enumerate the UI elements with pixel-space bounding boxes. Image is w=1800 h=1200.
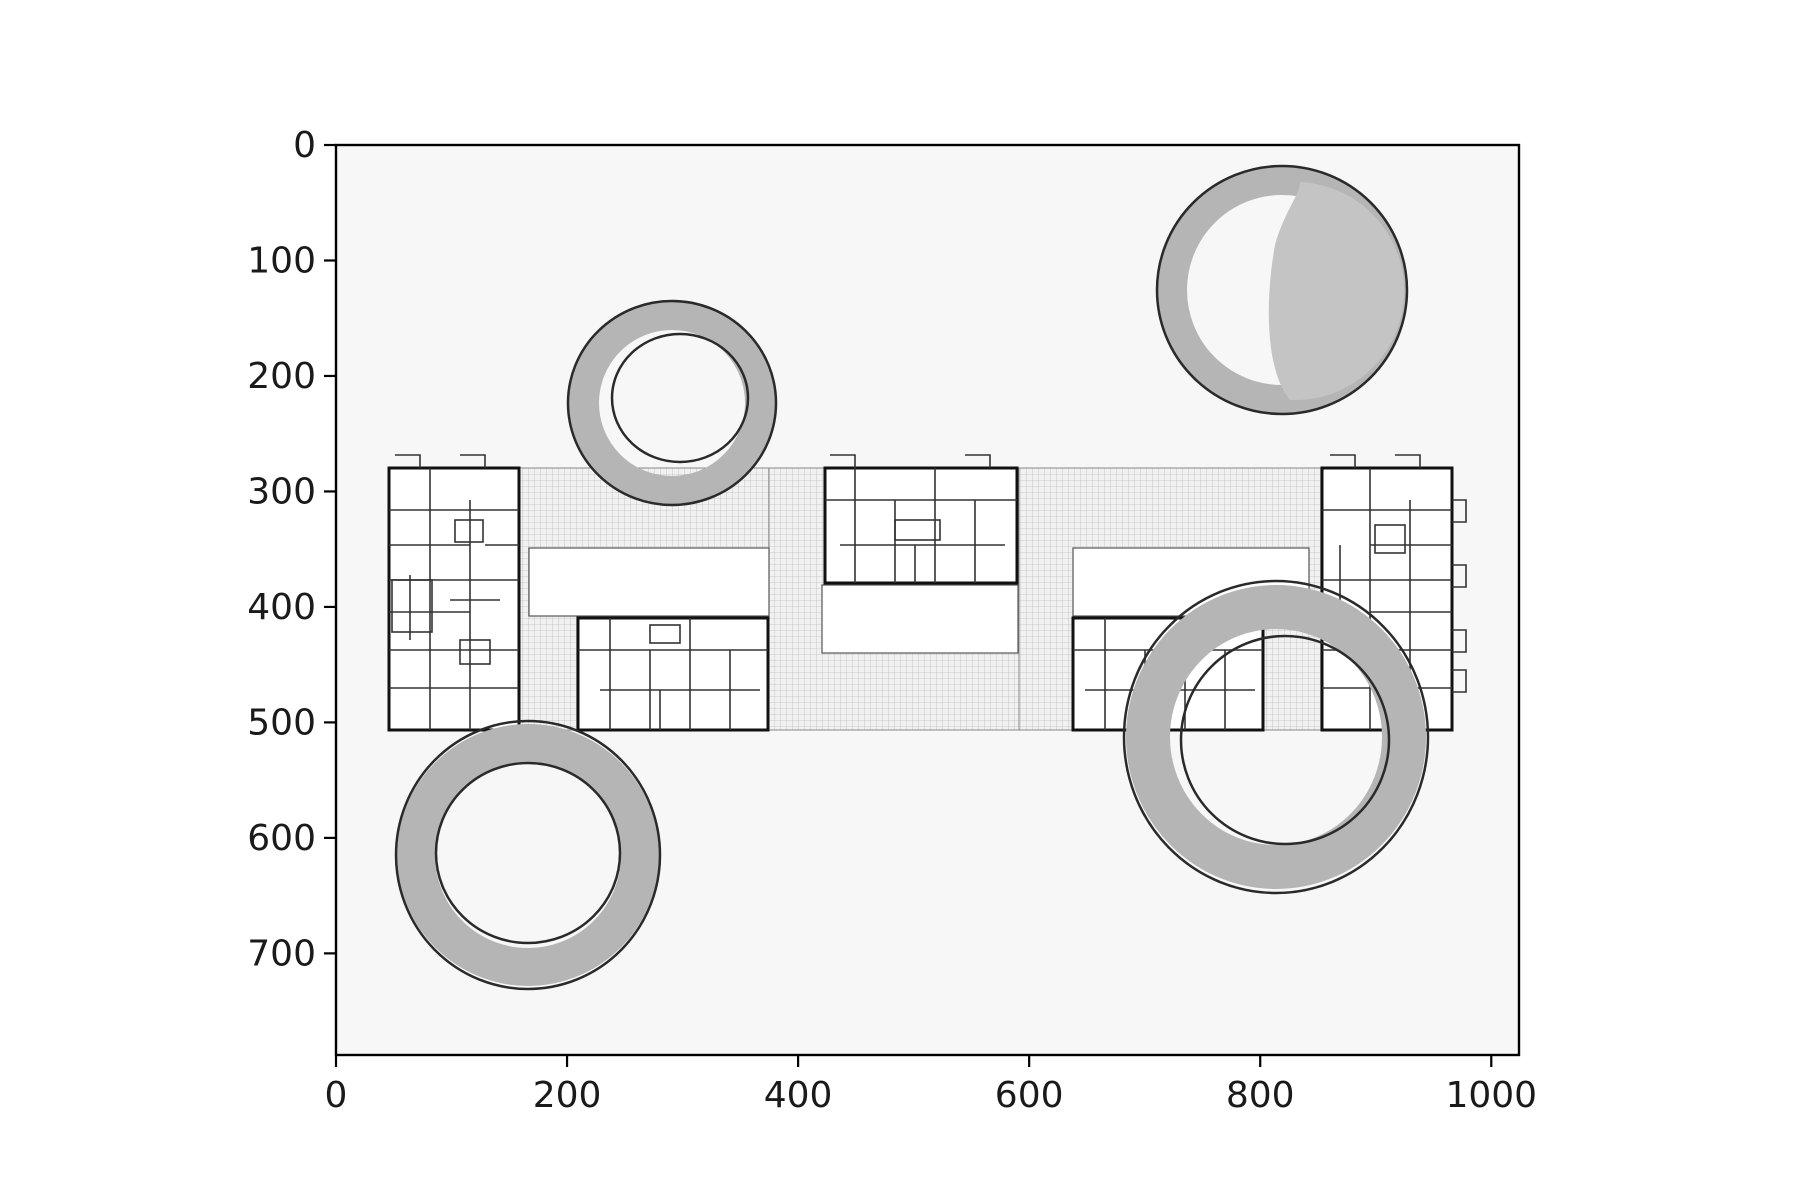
courtyard <box>821 584 1019 654</box>
floor-plan <box>387 454 1467 732</box>
stain-ring-upper-right <box>1155 164 1409 416</box>
y-tick-label: 0 <box>293 125 316 166</box>
coffee-stains <box>394 164 1430 991</box>
wing-left <box>387 466 521 732</box>
axes-frame <box>334 143 1521 1057</box>
y-tick-label: 300 <box>247 471 316 512</box>
y-tick-label: 700 <box>247 933 316 974</box>
y-tick-label: 200 <box>247 356 316 397</box>
y-tick-label: 500 <box>247 702 316 743</box>
y-tick-label: 100 <box>247 240 316 281</box>
stain-ring-upper-left <box>566 299 778 507</box>
block-lower-left <box>576 616 770 732</box>
x-tick-label: 1000 <box>1445 1075 1537 1116</box>
y-tick-label: 600 <box>247 818 316 859</box>
x-tick-label: 600 <box>995 1075 1064 1116</box>
stain-ring-lower-right <box>1122 579 1430 895</box>
block-middle <box>823 466 1019 585</box>
y-tick-label: 400 <box>247 587 316 628</box>
y-axis: 0 100 200 300 400 500 600 700 <box>247 125 336 974</box>
x-tick-label: 0 <box>325 1075 348 1116</box>
x-tick-label: 800 <box>1226 1075 1295 1116</box>
x-tick-label: 400 <box>764 1075 833 1116</box>
stain-ring-lower-left <box>394 719 662 991</box>
x-axis: 0 200 400 600 800 1000 <box>325 1055 1537 1116</box>
balconies <box>395 454 1467 693</box>
plot-area <box>336 145 1519 1055</box>
courtyard <box>528 547 770 617</box>
x-tick-label: 200 <box>533 1075 602 1116</box>
